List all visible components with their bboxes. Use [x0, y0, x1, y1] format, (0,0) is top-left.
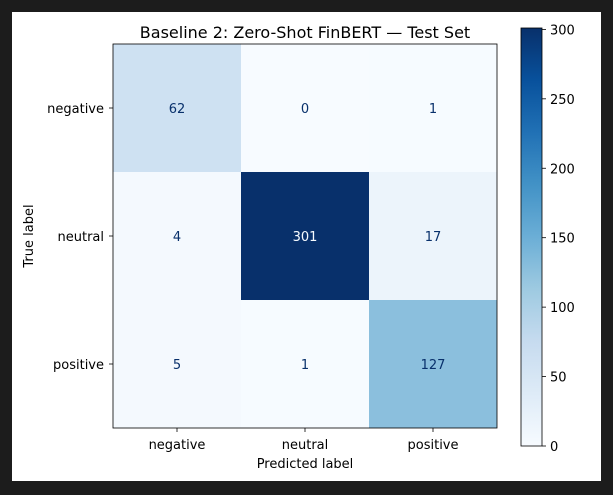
cell-value-label: 0	[301, 102, 309, 117]
colorbar: 0 50 100 150 200 250 300	[520, 23, 575, 455]
colorbar-tick-label: 250	[550, 93, 575, 108]
y-axis: negative neutral positive	[47, 102, 113, 373]
y-axis-label: True label	[22, 204, 37, 268]
x-tick-label: positive	[408, 438, 459, 453]
heatmap-cell	[113, 172, 241, 300]
heatmap-cell-labels: 62 0 1 4 301 17 5 1 127	[169, 102, 446, 373]
heatmap-cell	[113, 44, 241, 172]
y-tick-label: positive	[53, 358, 104, 373]
y-tick-label: negative	[47, 102, 104, 117]
chart-title: Baseline 2: Zero-Shot FinBERT — Test Set	[140, 23, 470, 42]
colorbar-frame	[520, 27, 543, 447]
colorbar-tick-label: 150	[550, 232, 575, 247]
cell-value-label: 1	[429, 102, 437, 117]
heatmap-cell	[241, 44, 369, 172]
heatmap-cells	[113, 44, 497, 428]
colorbar-tick-label: 200	[550, 162, 575, 177]
colorbar-gradient	[521, 28, 542, 446]
heatmap-cell	[369, 44, 497, 172]
cell-value-label: 1	[301, 358, 309, 373]
colorbar-tick-label: 0	[550, 440, 558, 455]
cell-value-label: 5	[173, 358, 181, 373]
confusion-matrix-chart: Baseline 2: Zero-Shot FinBERT — Test Set…	[22, 23, 575, 472]
y-tick-label: neutral	[58, 230, 105, 245]
confusion-matrix-figure: Baseline 2: Zero-Shot FinBERT — Test Set…	[12, 12, 601, 481]
colorbar-tick-label: 50	[550, 371, 567, 386]
cell-value-label: 62	[169, 102, 186, 117]
x-axis: negative neutral positive	[149, 428, 459, 453]
colorbar-tick-label: 300	[550, 23, 575, 38]
heatmap-cell	[369, 172, 497, 300]
heatmap-cell	[241, 172, 369, 300]
heatmap-cell	[369, 300, 497, 428]
cell-value-label: 127	[421, 358, 446, 373]
colorbar-ticks: 0 50 100 150 200 250 300	[542, 23, 575, 455]
heatmap-cell	[241, 300, 369, 428]
colorbar-tick-label: 100	[550, 301, 575, 316]
heatmap-cell	[113, 300, 241, 428]
cell-value-label: 4	[173, 230, 181, 245]
cell-value-label: 301	[293, 230, 318, 245]
x-tick-label: neutral	[282, 438, 329, 453]
x-tick-label: negative	[149, 438, 206, 453]
x-axis-label: Predicted label	[257, 457, 354, 472]
cell-value-label: 17	[425, 230, 442, 245]
